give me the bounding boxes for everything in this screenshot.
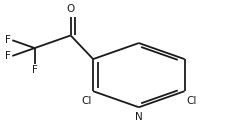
- Text: F: F: [4, 51, 10, 61]
- Text: O: O: [66, 4, 74, 14]
- Text: Cl: Cl: [81, 96, 91, 106]
- Text: F: F: [32, 65, 37, 75]
- Text: N: N: [134, 112, 142, 122]
- Text: Cl: Cl: [186, 96, 196, 106]
- Text: F: F: [4, 35, 10, 45]
